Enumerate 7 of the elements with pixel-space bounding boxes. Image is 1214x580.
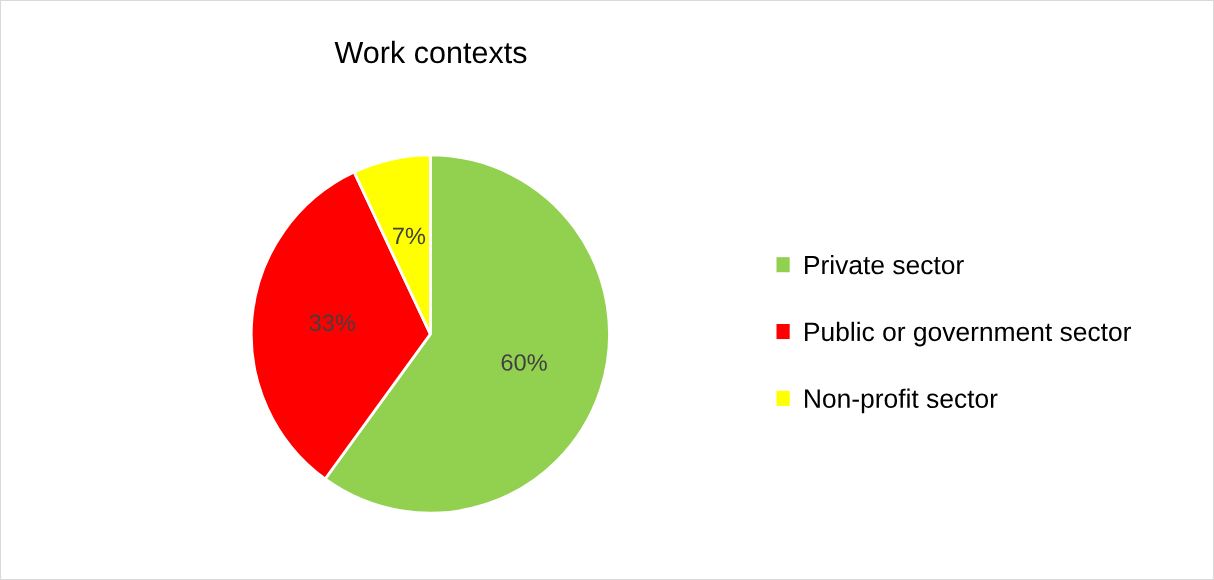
legend-label: Public or government sector (805, 321, 1131, 347)
legend-label: Non-profit sector (805, 388, 998, 414)
data-label: 33% (309, 314, 356, 332)
data-label: 60% (501, 354, 547, 371)
legend-label: Private sector (805, 254, 964, 275)
data-label: 7% (393, 227, 426, 245)
chart-title: Work contexts (334, 40, 527, 64)
